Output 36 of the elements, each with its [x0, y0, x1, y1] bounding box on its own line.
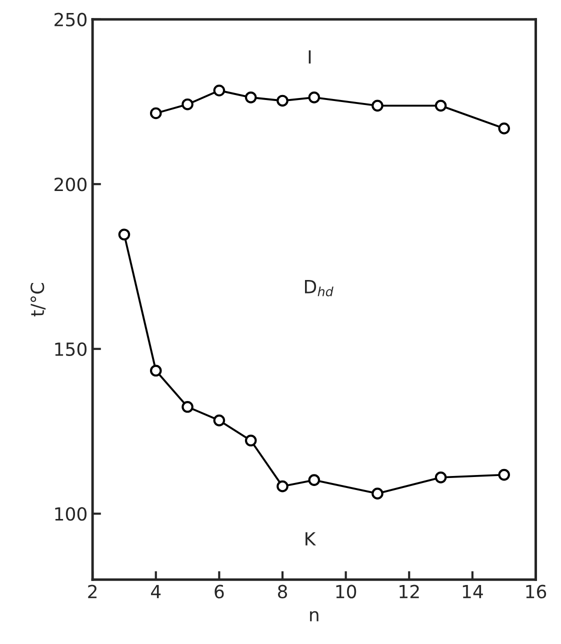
x-tick-label: 6 — [214, 584, 224, 598]
x-tick-label: 14 — [462, 585, 483, 598]
y-tick-label: 150 — [55, 342, 87, 356]
point — [498, 468, 510, 481]
x-tick-label: 12 — [400, 584, 419, 598]
point — [276, 480, 288, 492]
x-tick-label: 10 — [336, 584, 356, 598]
point — [276, 94, 288, 107]
point — [244, 434, 257, 446]
point — [498, 122, 510, 134]
y-tick-label: 100 — [55, 507, 87, 521]
point — [182, 98, 194, 110]
annotation: K — [306, 532, 316, 546]
point — [244, 92, 257, 104]
annotation: I — [308, 50, 311, 64]
point — [434, 472, 447, 484]
point — [150, 107, 162, 120]
point — [372, 100, 384, 112]
point — [213, 84, 226, 96]
annotation: D$_{hd}$ — [305, 280, 334, 296]
point — [182, 400, 194, 413]
x-tick-label: 8 — [278, 584, 288, 598]
point — [434, 100, 447, 112]
x-tick-label: 4 — [151, 585, 161, 598]
point — [308, 474, 320, 486]
y-tick-label: 200 — [54, 178, 87, 192]
x-tick-label: 2 — [88, 584, 96, 598]
point — [213, 414, 226, 426]
point — [118, 228, 130, 240]
y-tick-label: 250 — [54, 12, 87, 26]
y-axis-title: t/°C — [30, 283, 46, 316]
point — [372, 488, 384, 500]
point — [150, 364, 162, 377]
point — [308, 92, 320, 104]
x-tick-label: 16 — [526, 584, 546, 598]
x-axis-title: n — [310, 611, 318, 622]
